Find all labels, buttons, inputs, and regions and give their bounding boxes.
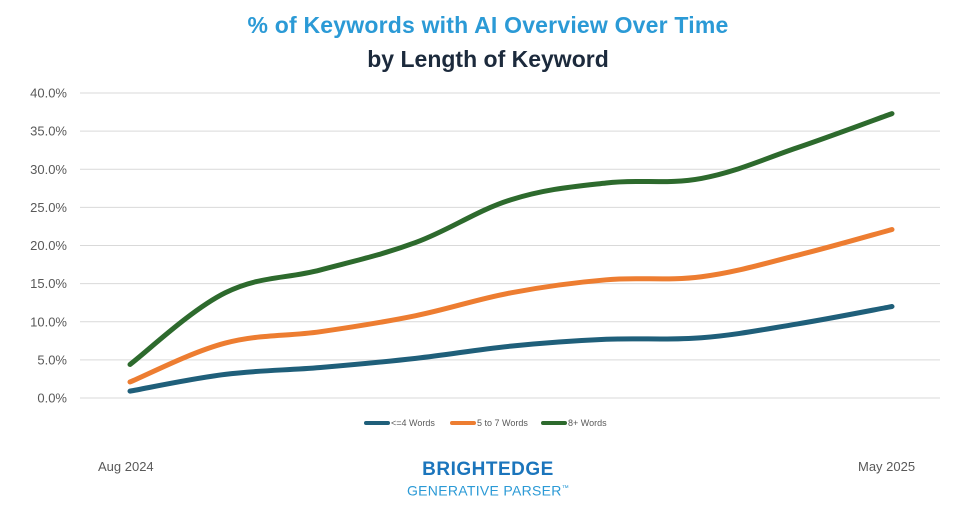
series-lines [127,111,895,394]
brand-subtitle-text: GENERATIVE PARSER [406,482,562,499]
y-axis-ticks: 0.0% 5.0% 10.0% 15.0% 20.0% 25.0% 30.0% 35.0% 40… [30,86,67,406]
series-line-2 [127,111,895,367]
legend-label: <=4 Words [391,418,435,428]
y-tick-label: 30.0% [30,162,67,177]
y-tick-label: 5.0% [37,352,67,367]
legend: <=4 Words 5 to 7 Words 8+ Words [364,418,607,428]
y-tick-label: 20.0% [30,238,67,253]
chart-title: % of Keywords with AI Overview Over Time [247,12,729,38]
y-tick-label: 40.0% [30,86,67,101]
trademark-symbol: ™ [561,485,570,492]
series-line-0 [127,304,895,394]
brand-subtitle: GENERATIVE PARSER™ [0,480,976,500]
grid-lines [80,92,940,399]
x-end-label: May 2025 [858,459,916,474]
brand-logo: BRIGHTEDGE GENERATIVE PARSER™ [0,460,976,500]
series-line-1 [127,226,895,385]
y-tick-label: 0.0% [37,391,67,406]
brand-name: BRIGHTEDGE [422,459,554,480]
x-start-label: Aug 2024 [98,459,154,474]
y-tick-label: 10.0% [30,314,67,329]
legend-label: 5 to 7 Words [477,418,528,428]
chart-subtitle: by Length of Keyword [367,46,609,72]
y-tick-label: 15.0% [30,276,67,291]
y-tick-label: 35.0% [30,124,67,139]
legend-label: 8+ Words [568,418,607,428]
y-tick-label: 25.0% [30,200,67,215]
